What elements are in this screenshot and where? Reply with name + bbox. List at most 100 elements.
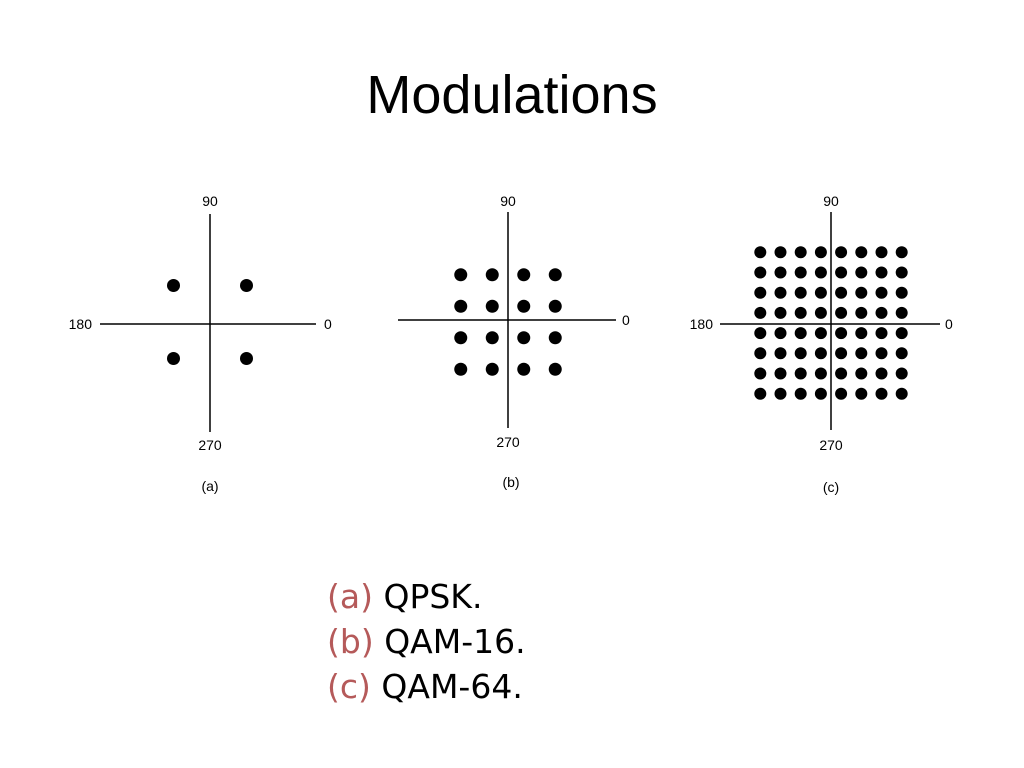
caption-text-b: QAM-16. [384,622,526,661]
qam16-point-3-3 [548,362,562,376]
qam64-point-5-5 [855,347,868,360]
qam64-point-4-1 [774,327,787,340]
qam64-point-7-0 [754,387,767,400]
qam64-point-1-1 [774,266,787,279]
qam16-point-0-0 [454,268,468,282]
caption-tag-b: (b) [327,622,374,661]
qam64-point-6-2 [794,367,807,380]
caption-qam64: (c) QAM-64. [327,664,526,709]
qam64-point-2-5 [855,286,868,299]
caption-text-c: QAM-64. [381,667,523,706]
qam16-point-1-1 [485,299,499,313]
qam64-label-90: 90 [823,193,839,209]
qam64-point-3-2 [794,306,807,319]
qam16-points [454,268,562,376]
qam64-point-1-4 [835,266,848,279]
qam64-point-1-2 [794,266,807,279]
qam64-point-3-6 [875,306,888,319]
qam64-point-4-5 [855,327,868,340]
qam16-point-2-3 [548,331,562,345]
qam64-point-1-0 [754,266,767,279]
qam64-point-4-7 [895,327,908,340]
qam64-point-2-6 [875,286,888,299]
qam16-label-90: 90 [500,193,516,209]
qam64-label-270: 270 [819,437,843,453]
qam64-point-0-2 [794,246,807,259]
qam64-label-0: 0 [945,316,953,332]
qam16-point-2-2 [517,331,531,345]
qam64-point-7-5 [855,387,868,400]
constellation-diagrams: 90 180 0 270 (a) 90 0 270 (b) 90 180 0 2… [69,193,953,495]
qam64-label-180: 180 [690,316,714,332]
qam64-point-3-4 [835,306,848,319]
qam16-caption: (b) [502,474,519,490]
qam64-point-2-2 [794,286,807,299]
qam16-point-3-1 [485,362,499,376]
qam64-point-4-6 [875,327,888,340]
caption-list: (a) QPSK. (b) QAM-16. (c) QAM-64. [327,574,526,709]
qam16-point-3-0 [454,362,468,376]
qam64-point-4-3 [814,327,827,340]
qam64-point-7-6 [875,387,888,400]
caption-qam16: (b) QAM-16. [327,619,526,664]
qam64-point-2-4 [835,286,848,299]
qam64-point-5-7 [895,347,908,360]
caption-text-a: QPSK. [383,577,483,616]
qam64-point-6-0 [754,367,767,380]
qam16-point-1-3 [548,299,562,313]
qam64-point-6-1 [774,367,787,380]
qam16-point-2-0 [454,331,468,345]
qam64-point-5-1 [774,347,787,360]
qam64-point-0-3 [814,246,827,259]
qpsk-label-180: 180 [69,316,93,332]
qam64-point-7-2 [794,387,807,400]
qpsk-label-90: 90 [202,193,218,209]
qpsk-point-0-1 [240,279,253,292]
qam64-point-3-3 [814,306,827,319]
qam64-point-1-3 [814,266,827,279]
qam64-point-2-7 [895,286,908,299]
qam16-point-0-3 [548,268,562,282]
qpsk-point-1-1 [240,352,253,365]
qam64-point-1-5 [855,266,868,279]
qam64-point-3-0 [754,306,767,319]
qpsk-point-1-0 [167,352,180,365]
qam64-point-6-7 [895,367,908,380]
qam64-point-0-7 [895,246,908,259]
qam16-point-0-2 [517,268,531,282]
qam64-point-0-1 [774,246,787,259]
qam64-point-3-1 [774,306,787,319]
qam64-point-2-3 [814,286,827,299]
qam64-point-2-0 [754,286,767,299]
qam64-point-2-1 [774,286,787,299]
slide-title: Modulations [366,65,658,125]
qam64-point-0-5 [855,246,868,259]
qam16-point-0-1 [485,268,499,282]
qam64-point-6-6 [875,367,888,380]
qam64-points [754,246,908,400]
qam16-point-1-0 [454,299,468,313]
qam64-point-4-0 [754,327,767,340]
qam64-point-5-2 [794,347,807,360]
qam64-point-0-0 [754,246,767,259]
qam64-point-4-4 [835,327,848,340]
qam64-point-7-1 [774,387,787,400]
qam16-point-1-2 [517,299,531,313]
qam64-point-4-2 [794,327,807,340]
qam64-caption: (c) [823,479,839,495]
qam64-point-6-3 [814,367,827,380]
qam64-point-0-4 [835,246,848,259]
qpsk-points [167,279,253,365]
qpsk-label-0: 0 [324,316,332,332]
qam64-point-7-7 [895,387,908,400]
diagram-qpsk: 90 180 0 270 (a) [69,193,332,494]
qam64-point-7-3 [814,387,827,400]
qpsk-caption: (a) [201,478,218,494]
qam64-point-3-7 [895,306,908,319]
qam16-label-0: 0 [622,312,630,328]
qam64-point-5-0 [754,347,767,360]
qam64-point-7-4 [835,387,848,400]
qam16-point-3-2 [517,362,531,376]
qam16-label-270: 270 [496,434,520,450]
qam64-point-6-4 [835,367,848,380]
